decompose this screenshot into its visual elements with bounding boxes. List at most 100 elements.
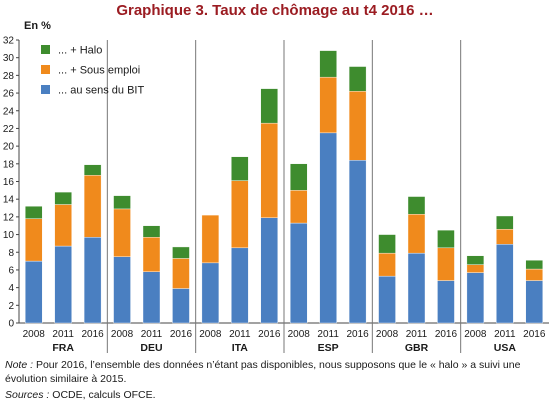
sources-text: OCDE, calculs OFCE. bbox=[52, 389, 156, 401]
x-tick-label-year: 2011 bbox=[141, 329, 163, 340]
legend-label: ... + Halo bbox=[58, 45, 102, 57]
bar-segment-sous-emploi bbox=[231, 180, 249, 249]
bar-segment-sous-emploi bbox=[201, 214, 220, 264]
x-tick-label-year: 2016 bbox=[81, 329, 104, 340]
bar-segment-bit bbox=[525, 280, 543, 324]
x-tick-label-year: 2008 bbox=[199, 329, 222, 340]
legend-swatch bbox=[41, 65, 50, 74]
sources-label: Sources : bbox=[5, 389, 50, 401]
legend-label: ... au sens du BIT bbox=[58, 85, 144, 97]
bar-segment-sous-emploi bbox=[496, 229, 514, 245]
bar-segment-halo bbox=[83, 164, 102, 176]
x-tick-label-year: 2016 bbox=[346, 329, 369, 340]
y-tick-label: 14 bbox=[3, 195, 15, 206]
bar-segment-sous-emploi bbox=[113, 208, 131, 257]
y-tick-label: 18 bbox=[3, 159, 15, 170]
bar-segment-bit bbox=[437, 280, 455, 324]
chart-note: Note : Pour 2016, l’ensemble des données… bbox=[5, 358, 545, 386]
bar-segment-halo bbox=[348, 66, 367, 92]
bar-segment-halo bbox=[525, 260, 543, 270]
y-tick-label: 20 bbox=[3, 142, 15, 153]
bar-segment-sous-emploi bbox=[260, 122, 278, 218]
bar-segment-bit bbox=[201, 262, 220, 324]
group-label: FRA bbox=[52, 342, 74, 354]
bar-segment-bit bbox=[466, 272, 485, 324]
x-tick-label-year: 2011 bbox=[406, 329, 428, 340]
bar-segment-sous-emploi bbox=[83, 175, 102, 238]
y-tick-label: 12 bbox=[3, 212, 15, 223]
bar-segment-sous-emploi bbox=[525, 268, 543, 281]
bar-segment-halo bbox=[231, 156, 249, 181]
y-tick-label: 26 bbox=[3, 89, 15, 100]
bar-segment-sous-emploi bbox=[319, 76, 337, 134]
y-tick-label: 32 bbox=[3, 36, 15, 47]
legend-label: ... + Sous emploi bbox=[58, 65, 140, 77]
bar-segment-halo bbox=[378, 234, 396, 254]
group-label: DEU bbox=[140, 342, 162, 354]
y-tick-label: 4 bbox=[8, 283, 14, 294]
y-tick-label: 8 bbox=[8, 248, 14, 259]
bar-segment-bit bbox=[378, 275, 396, 324]
y-tick-label: 10 bbox=[3, 230, 15, 241]
bar-segment-bit bbox=[290, 222, 308, 324]
bar-segment-halo bbox=[407, 196, 426, 215]
x-tick-label-year: 2008 bbox=[111, 329, 134, 340]
bar-segment-bit bbox=[25, 260, 43, 324]
y-tick-label: 30 bbox=[3, 53, 15, 64]
bar-segment-sous-emploi bbox=[348, 91, 367, 161]
y-tick-label: 0 bbox=[8, 319, 14, 330]
chart-sources: Sources : OCDE, calculs OFCE. bbox=[5, 388, 545, 402]
bar-segment-sous-emploi bbox=[172, 258, 190, 289]
bar-segment-bit bbox=[172, 288, 190, 324]
note-text: Pour 2016, l’ensemble des données n’étan… bbox=[5, 359, 521, 385]
bar-segment-bit bbox=[319, 132, 337, 324]
group-label: GBR bbox=[405, 342, 429, 354]
bar-segment-sous-emploi bbox=[290, 190, 308, 224]
y-tick-label: 6 bbox=[8, 265, 14, 276]
group-label: ESP bbox=[318, 342, 339, 354]
bar-segment-halo bbox=[466, 255, 485, 265]
y-tick-label: 16 bbox=[3, 177, 15, 188]
x-tick-label-year: 2008 bbox=[464, 329, 487, 340]
bar-segment-halo bbox=[437, 229, 455, 249]
x-tick-label-year: 2016 bbox=[258, 329, 281, 340]
bar-segment-halo bbox=[319, 50, 337, 78]
bar-segment-sous-emploi bbox=[378, 252, 396, 277]
bar-segment-bit bbox=[83, 237, 102, 324]
x-tick-label-year: 2011 bbox=[52, 329, 74, 340]
bar-segment-halo bbox=[142, 225, 161, 238]
bar-segment-bit bbox=[142, 271, 161, 324]
y-axis-label: En % bbox=[24, 20, 51, 32]
y-tick-label: 28 bbox=[3, 71, 15, 82]
x-tick-label-year: 2011 bbox=[317, 329, 339, 340]
x-tick-label-year: 2008 bbox=[376, 329, 399, 340]
bar-segment-halo bbox=[113, 195, 131, 210]
x-tick-label-year: 2011 bbox=[229, 329, 251, 340]
bar-segment-sous-emploi bbox=[466, 264, 485, 273]
y-tick-label: 22 bbox=[3, 124, 15, 135]
x-tick-label-year: 2016 bbox=[523, 329, 546, 340]
bar-segment-bit bbox=[407, 252, 426, 324]
bar-segment-sous-emploi bbox=[407, 214, 426, 254]
bar-segment-sous-emploi bbox=[25, 218, 43, 262]
legend-swatch bbox=[41, 45, 50, 54]
x-tick-label-year: 2016 bbox=[435, 329, 458, 340]
bar-segment-bit bbox=[260, 217, 278, 324]
bar-segment-bit bbox=[54, 245, 72, 324]
y-tick-label: 2 bbox=[8, 301, 14, 312]
bar-segment-bit bbox=[348, 160, 367, 324]
x-tick-label-year: 2016 bbox=[170, 329, 193, 340]
bar-segment-sous-emploi bbox=[54, 204, 72, 247]
x-tick-label-year: 2008 bbox=[288, 329, 311, 340]
bar-segment-sous-emploi bbox=[437, 247, 455, 281]
bar-segment-bit bbox=[113, 256, 131, 324]
bar-segment-halo bbox=[290, 163, 308, 191]
bar-segment-halo bbox=[496, 215, 514, 230]
bar-segment-halo bbox=[54, 191, 72, 205]
bar-segment-bit bbox=[496, 244, 514, 324]
x-tick-label-year: 2008 bbox=[23, 329, 46, 340]
bar-segment-halo bbox=[260, 88, 278, 124]
bar-segment-halo bbox=[172, 246, 190, 259]
chart-title: Graphique 3. Taux de chômage au t4 2016 … bbox=[116, 2, 434, 19]
group-label: ITA bbox=[232, 342, 249, 354]
